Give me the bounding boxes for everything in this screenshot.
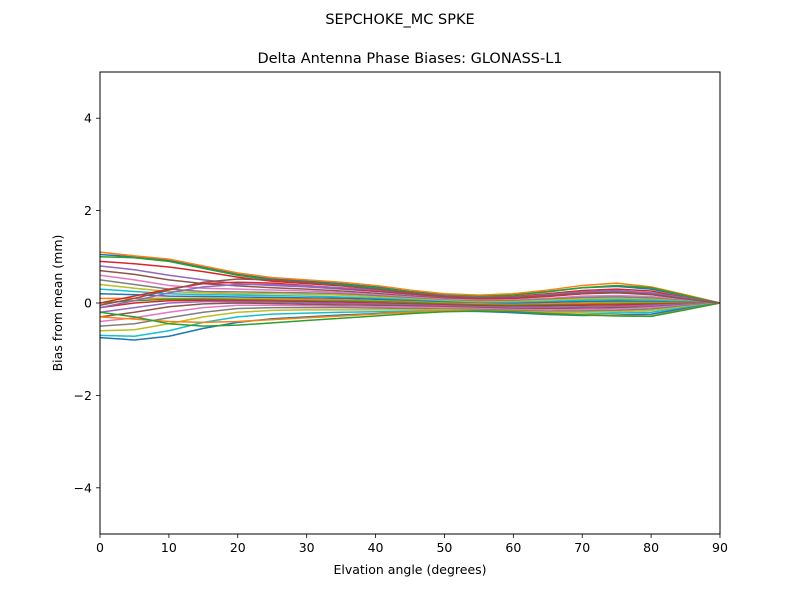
x-axis-label: Elvation angle (degrees) [333,562,486,577]
series-line-15 [100,300,720,313]
series-line-17 [100,302,720,323]
x-tick-label: 40 [368,540,384,555]
y-axis: −4 −2 0 2 4 [74,111,100,495]
x-tick-label: 60 [505,540,521,555]
figure-suptitle: SEPCHOKE_MC SPKE [325,12,474,28]
x-tick-label: 80 [643,540,659,555]
series-line-26 [100,278,720,307]
series-line-12 [100,297,720,306]
x-tick-label: 70 [574,540,590,555]
y-tick-label: −2 [74,388,92,403]
x-tick-label: 90 [712,540,728,555]
series-group [100,251,720,341]
series-line-13 [100,298,720,307]
y-tick-label: 4 [84,111,92,126]
chart-title: Delta Antenna Phase Biases: GLONASS-L1 [257,51,562,67]
series-line-2 [100,251,720,304]
x-tick-label: 30 [299,540,315,555]
series-line-23 [100,302,720,327]
series-line-18 [100,302,720,327]
series-line-16 [100,302,720,318]
y-tick-label: 0 [84,296,92,311]
series-line-19 [100,302,720,332]
series-line-14 [100,299,720,309]
series-line-3 [100,256,720,304]
x-tick-label: 20 [230,540,246,555]
series-line-11 [100,293,720,305]
series-line-5 [100,265,720,304]
x-axis: 0 10 20 30 40 50 60 70 80 90 [96,534,728,555]
y-tick-label: 2 [84,203,92,218]
y-tick-label: −4 [74,480,92,495]
x-tick-label: 0 [96,540,104,555]
series-line-8 [100,279,720,304]
series-line-9 [100,283,720,304]
x-tick-label: 10 [161,540,177,555]
y-axis-label: Bias from mean (mm) [50,235,65,372]
series-line-10 [100,288,720,304]
x-tick-label: 50 [436,540,452,555]
series-line-7 [100,274,720,304]
